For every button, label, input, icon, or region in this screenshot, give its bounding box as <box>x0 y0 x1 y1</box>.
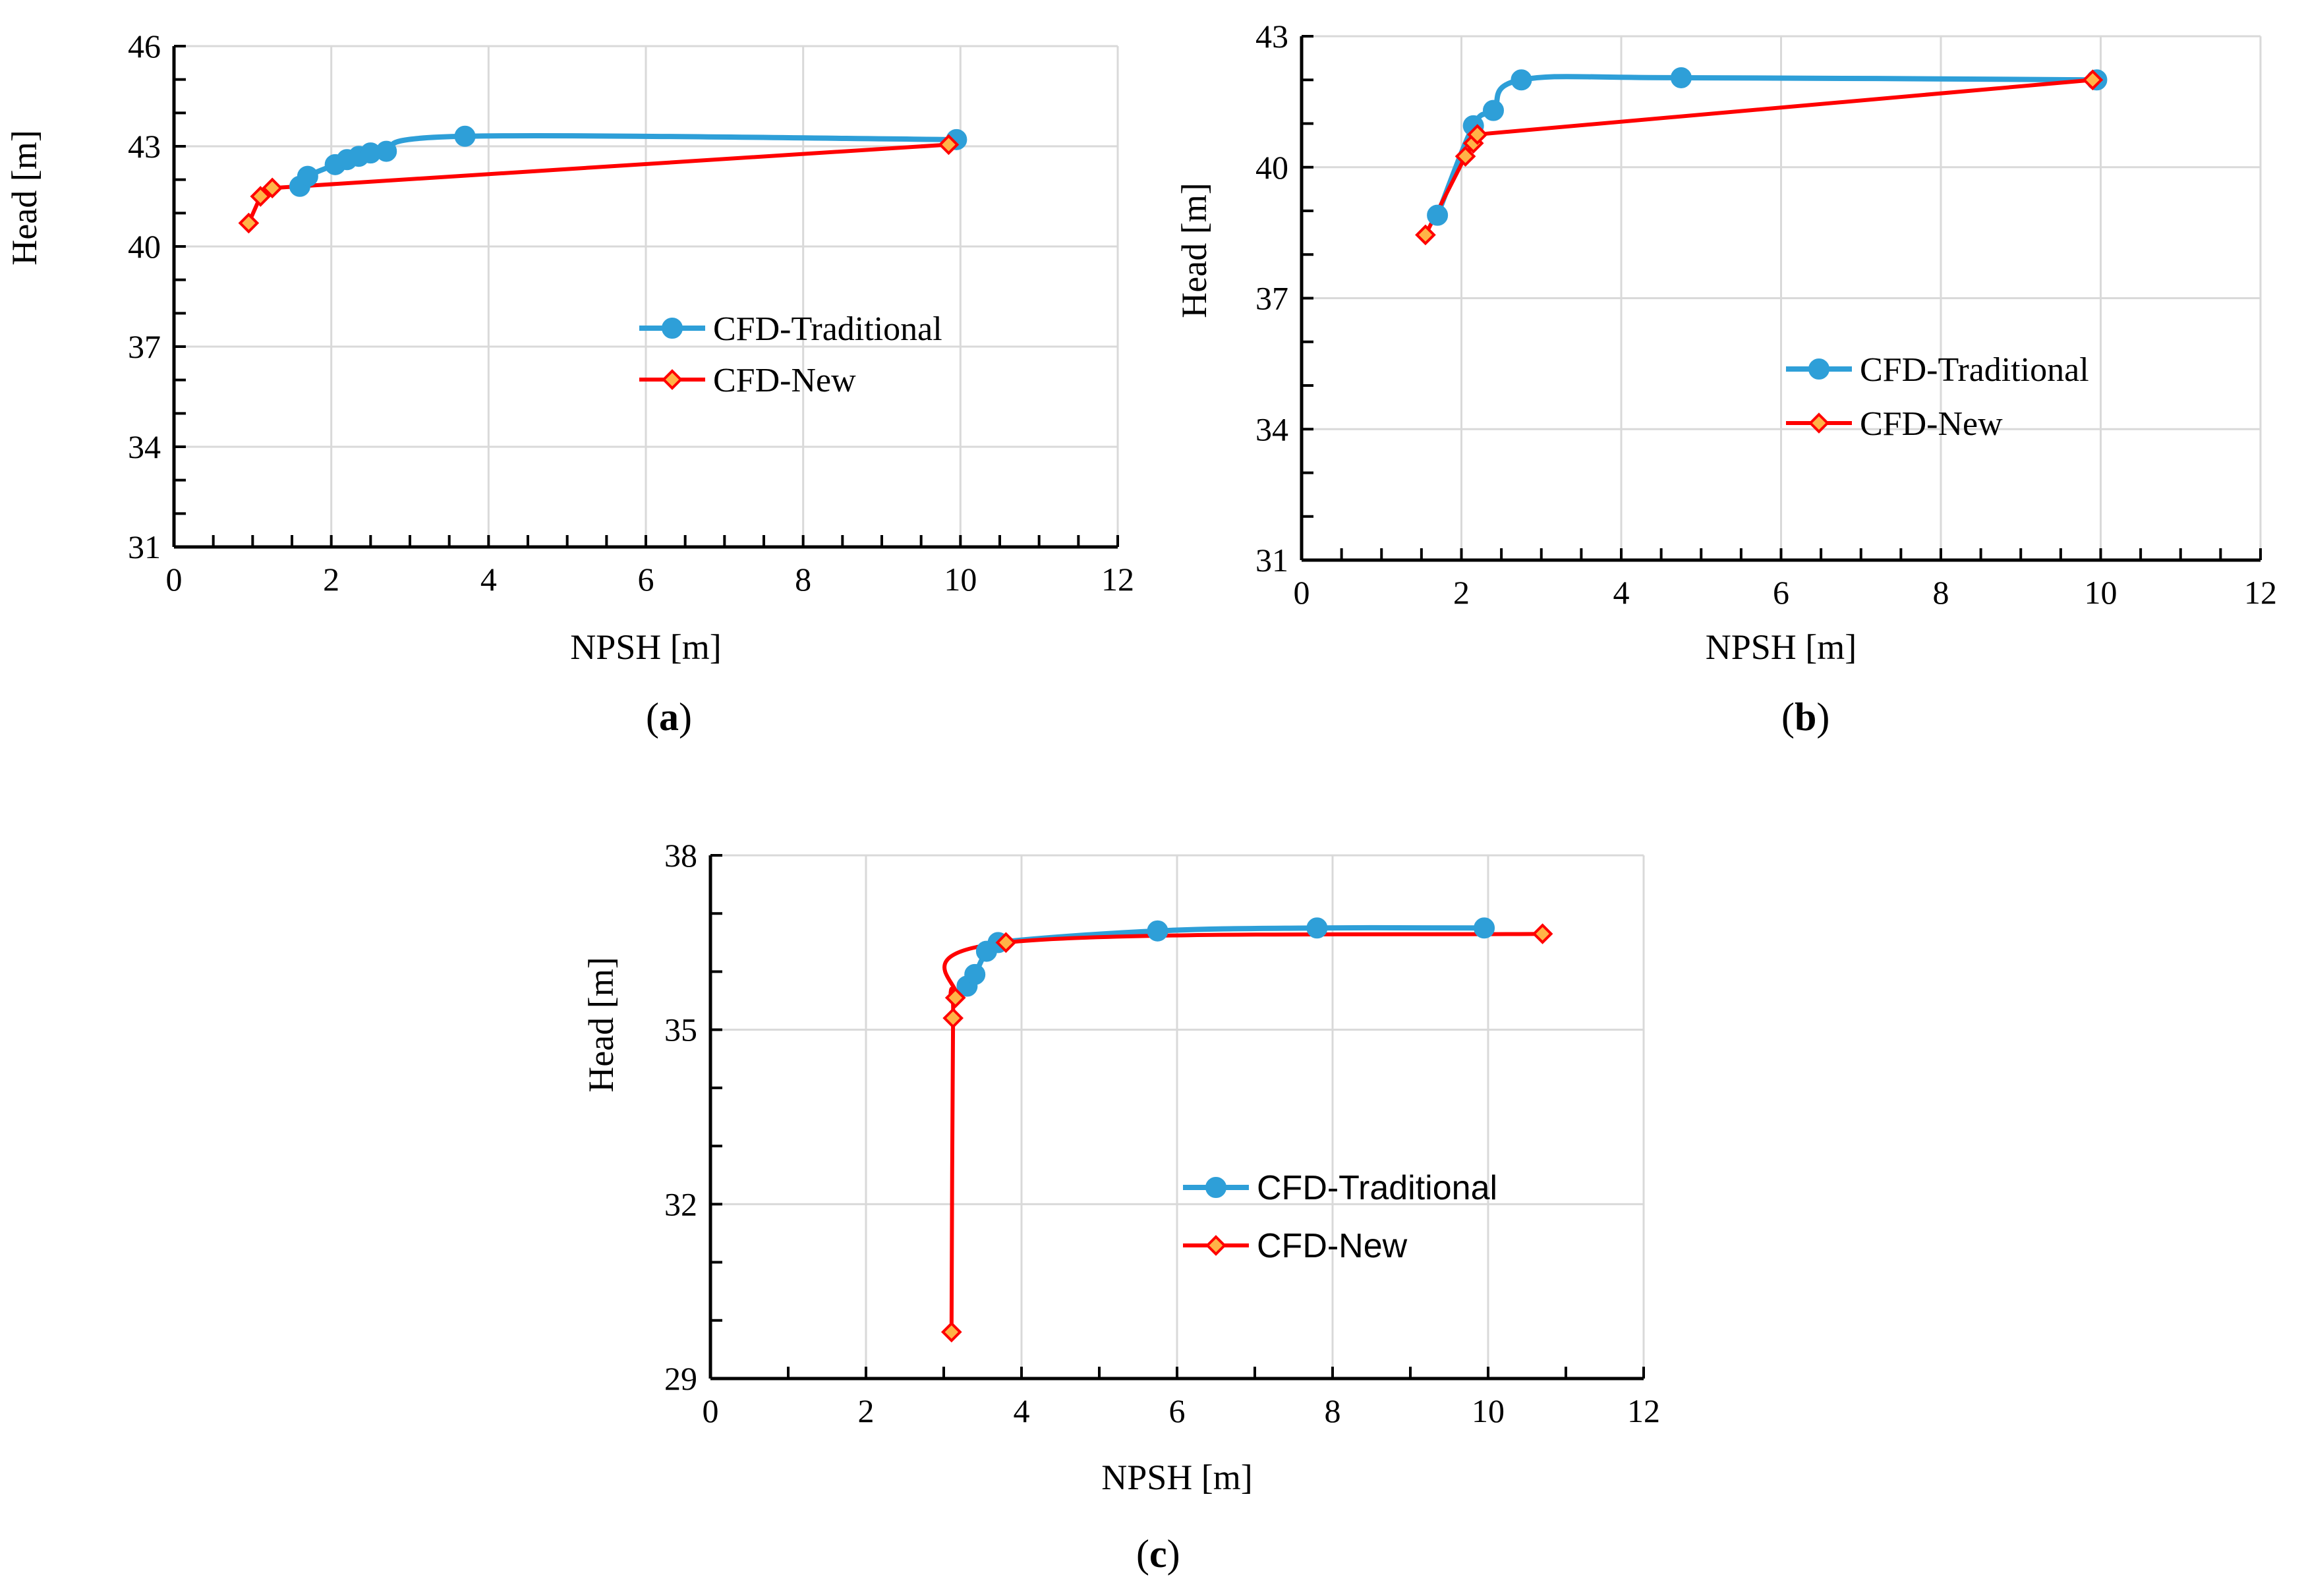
data-point-cfd-traditional <box>297 165 318 187</box>
y-tick-label: 34 <box>128 428 161 465</box>
panel-label: (a) <box>646 695 692 739</box>
panel-label-letter: c <box>1149 1532 1167 1576</box>
panel-label-letter: b <box>1795 695 1816 739</box>
x-tick-label: 4 <box>480 561 497 598</box>
series-line-cfd-new <box>1423 78 2095 237</box>
x-tick-label: 12 <box>2244 574 2277 611</box>
panel-label: (c) <box>1136 1532 1180 1576</box>
data-point-cfd-new <box>1415 224 1436 246</box>
y-axis-label: Head [m] <box>5 130 44 265</box>
x-tick-label: 8 <box>1325 1392 1341 1429</box>
legend-label-cfd-traditional: CFD-Traditional <box>713 310 942 348</box>
legend-marker-cfd-new <box>1808 413 1829 434</box>
data-point-cfd-traditional <box>964 963 986 985</box>
panel-label-close-paren: ) <box>1167 1532 1180 1576</box>
y-axis-label: Head [m] <box>1174 183 1214 318</box>
chart-panel-c: 0 2 4 6 8 10 12 29 32 35 38 NPSH [m] Head [m] CFD-Tra… <box>581 837 1660 1576</box>
x-tick-label: 12 <box>1101 561 1134 598</box>
x-tick-label: 6 <box>638 561 654 598</box>
panel-label: (b) <box>1781 695 1829 739</box>
x-axis-label: NPSH [m] <box>570 627 722 667</box>
y-tick-label: 35 <box>664 1012 697 1048</box>
data-point-cfd-traditional <box>454 125 476 147</box>
y-tick-label: 34 <box>1255 411 1288 447</box>
legend-marker-cfd-new <box>1205 1235 1226 1256</box>
x-tick-label: 0 <box>166 561 183 598</box>
y-tick-label: 43 <box>128 128 161 165</box>
x-tick-label: 8 <box>795 561 811 598</box>
y-tick-label: 43 <box>1255 18 1288 55</box>
data-point-cfd-new <box>940 1321 962 1343</box>
x-tick-label: 4 <box>1014 1392 1030 1429</box>
x-tick-label: 2 <box>323 561 339 598</box>
legend-marker-cfd-traditional <box>1205 1177 1226 1198</box>
x-tick-label: 6 <box>1773 574 1789 611</box>
data-point-cfd-traditional <box>1511 69 1532 91</box>
chart-panel-b: 0 2 4 6 8 10 12 31 34 37 40 43 NPSH [m] Head [m] CFD-T… <box>1174 18 2277 739</box>
x-tick-label: 8 <box>1933 574 1949 611</box>
data-point-cfd-traditional <box>1483 100 1504 121</box>
legend-label-cfd-new: CFD-New <box>1860 405 2003 443</box>
data-point-cfd-new <box>944 987 966 1008</box>
x-tick-label: 2 <box>858 1392 875 1429</box>
x-axis-label: NPSH [m] <box>1101 1458 1253 1497</box>
x-tick-label: 0 <box>1294 574 1310 611</box>
panel-label-letter: a <box>659 695 679 739</box>
legend-label-cfd-new: CFD-New <box>1257 1227 1408 1265</box>
data-point-cfd-new <box>942 1008 964 1029</box>
legend-label-cfd-new: CFD-New <box>713 362 856 399</box>
series-line-cfd-traditional <box>1435 74 2100 218</box>
data-point-cfd-new <box>2082 69 2104 91</box>
y-tick-label: 38 <box>664 837 697 874</box>
data-point-cfd-traditional <box>1427 204 1449 226</box>
x-tick-label: 10 <box>2085 574 2117 611</box>
panel-label-close-paren: ) <box>1816 695 1829 739</box>
data-point-cfd-new <box>938 134 960 156</box>
x-tick-label: 10 <box>944 561 977 598</box>
legend-marker-cfd-traditional <box>662 318 683 339</box>
x-tick-label: 10 <box>1472 1392 1505 1429</box>
panel-label-open-paren: ( <box>646 695 659 739</box>
y-tick-label: 37 <box>1255 280 1288 317</box>
legend-label-cfd-traditional: CFD-Traditional <box>1860 351 2089 389</box>
panel-label-open-paren: ( <box>1781 695 1795 739</box>
data-point-cfd-new <box>1454 146 1476 167</box>
y-tick-label: 37 <box>128 328 161 365</box>
legend-label-cfd-traditional: CFD-Traditional <box>1257 1169 1497 1207</box>
data-point-cfd-traditional <box>376 140 397 162</box>
x-tick-label: 6 <box>1169 1392 1186 1429</box>
y-tick-label: 31 <box>128 528 161 565</box>
y-tick-label: 40 <box>1255 149 1288 186</box>
series-line-cfd-traditional <box>964 925 1487 989</box>
data-point-cfd-new <box>995 932 1017 954</box>
data-point-cfd-new <box>238 212 260 234</box>
y-tick-label: 31 <box>1255 542 1288 579</box>
y-tick-label: 40 <box>128 228 161 265</box>
y-tick-label: 32 <box>664 1185 697 1222</box>
legend-marker-cfd-traditional <box>1808 358 1829 380</box>
data-point-cfd-new <box>262 177 283 199</box>
x-tick-label: 0 <box>703 1392 719 1429</box>
y-axis-label: Head [m] <box>581 957 621 1092</box>
x-tick-label: 2 <box>1453 574 1470 611</box>
data-point-cfd-new <box>250 186 272 207</box>
x-tick-label: 4 <box>1613 574 1630 611</box>
data-point-cfd-new <box>1466 124 1488 145</box>
data-point-cfd-traditional <box>1670 67 1692 88</box>
panel-label-close-paren: ) <box>679 695 692 739</box>
x-tick-label: 12 <box>1627 1392 1660 1429</box>
data-point-cfd-traditional <box>1147 920 1168 942</box>
panel-label-open-paren: ( <box>1136 1532 1149 1576</box>
y-tick-label: 29 <box>664 1360 697 1397</box>
series-line-cfd-new <box>942 932 1545 1334</box>
x-axis-label: NPSH [m] <box>1706 627 1857 667</box>
data-point-cfd-new <box>1532 923 1553 944</box>
data-point-cfd-traditional <box>1474 917 1495 939</box>
y-tick-label: 46 <box>128 28 161 65</box>
legend-marker-cfd-new <box>662 369 683 390</box>
data-point-cfd-traditional <box>1306 917 1328 939</box>
